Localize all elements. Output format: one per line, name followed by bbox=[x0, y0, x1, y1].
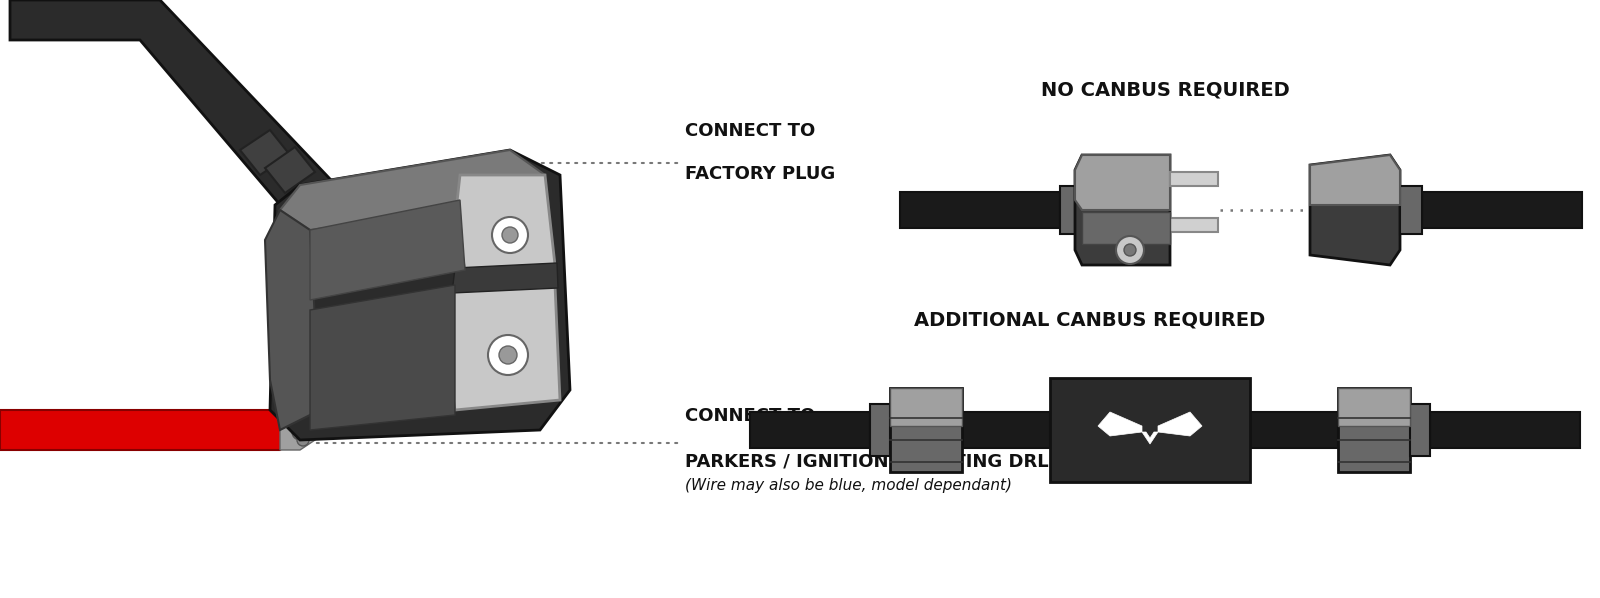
Polygon shape bbox=[280, 150, 546, 230]
Bar bbox=[870, 404, 890, 456]
Bar bbox=[899, 192, 1059, 228]
Bar bbox=[1430, 412, 1581, 448]
Circle shape bbox=[488, 335, 528, 375]
Polygon shape bbox=[1075, 155, 1170, 210]
Polygon shape bbox=[310, 200, 466, 300]
Text: CONNECT TO: CONNECT TO bbox=[685, 122, 816, 140]
Polygon shape bbox=[266, 210, 320, 430]
Circle shape bbox=[493, 217, 528, 253]
Polygon shape bbox=[1142, 432, 1158, 444]
Text: CONNECT TO: CONNECT TO bbox=[685, 407, 816, 425]
Text: ADDITIONAL CANBUS REQUIRED: ADDITIONAL CANBUS REQUIRED bbox=[914, 311, 1266, 330]
Polygon shape bbox=[1310, 155, 1400, 265]
Circle shape bbox=[1123, 244, 1136, 256]
Polygon shape bbox=[270, 150, 570, 440]
Bar bbox=[1170, 218, 1218, 232]
Polygon shape bbox=[1075, 155, 1170, 265]
Polygon shape bbox=[0, 410, 301, 450]
Circle shape bbox=[502, 227, 518, 243]
Text: PARKERS / IGNITION / EXISTING DRL: PARKERS / IGNITION / EXISTING DRL bbox=[685, 452, 1048, 470]
Bar bbox=[1250, 412, 1338, 448]
Polygon shape bbox=[240, 130, 290, 175]
Circle shape bbox=[499, 346, 517, 364]
Polygon shape bbox=[1098, 412, 1142, 436]
Bar bbox=[1050, 378, 1250, 482]
Text: NO CANBUS REQUIRED: NO CANBUS REQUIRED bbox=[1040, 81, 1290, 100]
Polygon shape bbox=[310, 285, 454, 430]
Bar bbox=[1338, 388, 1410, 472]
Polygon shape bbox=[445, 285, 560, 410]
Bar bbox=[1082, 212, 1170, 244]
Circle shape bbox=[291, 424, 307, 440]
Circle shape bbox=[1117, 236, 1144, 264]
Polygon shape bbox=[1158, 412, 1202, 436]
Bar bbox=[1410, 404, 1430, 456]
Bar bbox=[1400, 186, 1422, 234]
Polygon shape bbox=[266, 147, 315, 193]
Bar bbox=[962, 412, 1050, 448]
Bar bbox=[890, 388, 962, 426]
Polygon shape bbox=[453, 263, 558, 293]
Bar bbox=[1059, 186, 1082, 234]
Text: (Wire may also be blue, model dependant): (Wire may also be blue, model dependant) bbox=[685, 478, 1013, 493]
Polygon shape bbox=[1310, 155, 1400, 205]
Text: FACTORY PLUG: FACTORY PLUG bbox=[685, 165, 835, 183]
Bar bbox=[750, 412, 870, 448]
Bar bbox=[1338, 388, 1410, 426]
Polygon shape bbox=[10, 0, 350, 240]
Circle shape bbox=[298, 434, 309, 446]
Bar bbox=[1422, 192, 1582, 228]
Polygon shape bbox=[280, 410, 315, 450]
Polygon shape bbox=[454, 175, 555, 270]
Bar bbox=[890, 388, 962, 472]
Bar bbox=[1170, 172, 1218, 186]
